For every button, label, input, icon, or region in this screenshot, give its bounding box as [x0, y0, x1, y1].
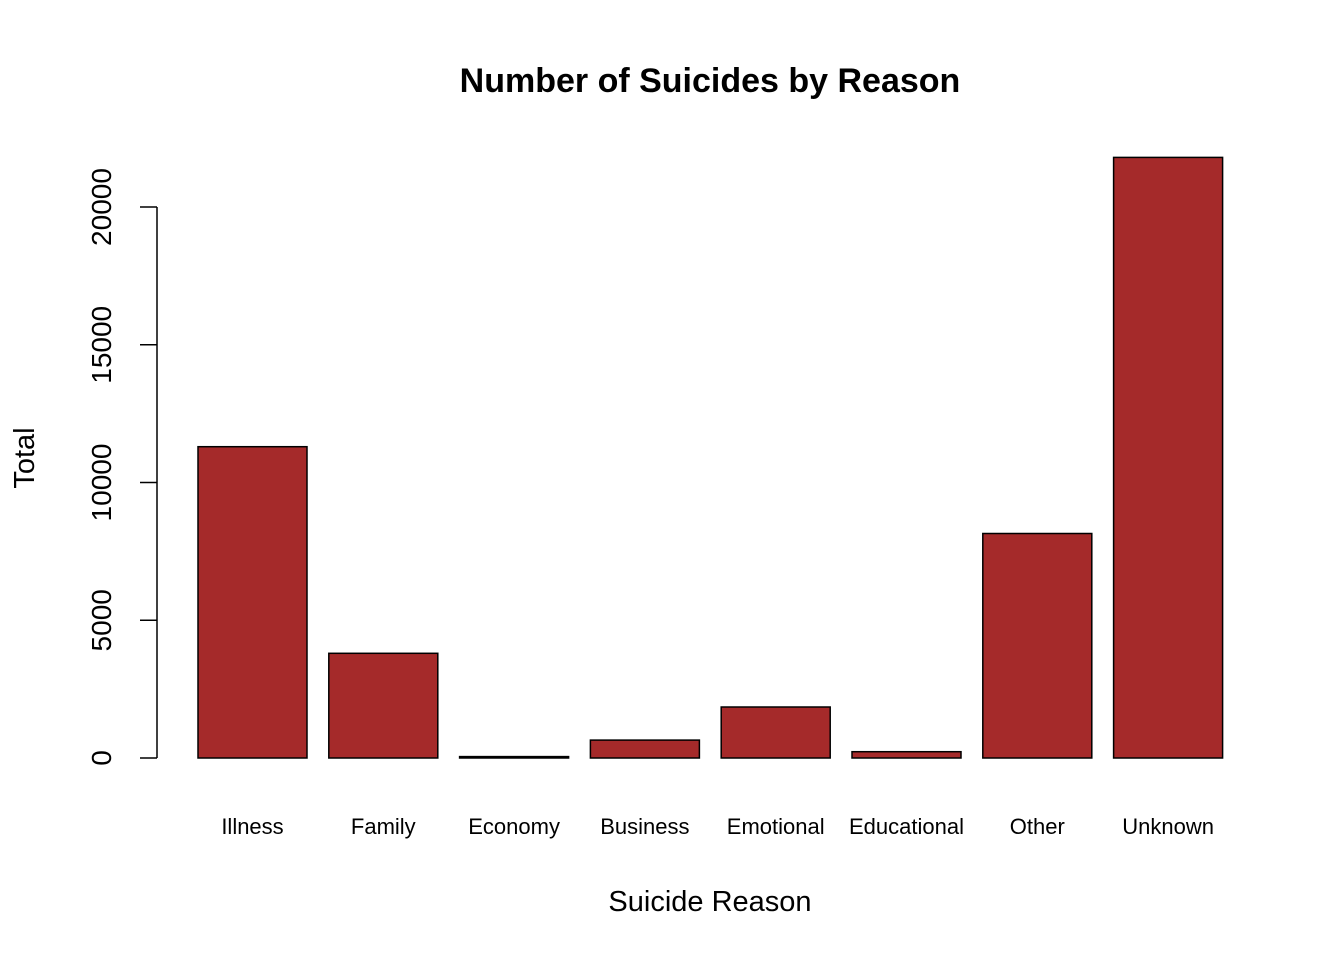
x-tick-label-economy: Economy — [468, 814, 560, 839]
y-tick-label: 0 — [86, 750, 117, 766]
chart-title: Number of Suicides by Reason — [460, 62, 961, 100]
y-tick-label: 10000 — [86, 444, 117, 522]
x-tick-label-illness: Illness — [221, 814, 283, 839]
x-category-labels: Illness Family Economy Business Emotional Edu… — [221, 814, 1214, 839]
bar-other — [982, 532, 1093, 759]
x-tick-label-educational: Educational — [849, 814, 964, 839]
x-tick-label-emotional: Emotional — [727, 814, 825, 839]
x-tick-label-business: Business — [600, 814, 689, 839]
bar-illness — [197, 445, 308, 759]
x-axis-label: Suicide Reason — [608, 886, 811, 918]
bar-business — [589, 739, 701, 759]
y-axis: 0 5000 10000 15000 20000 — [86, 168, 158, 766]
x-tick-label-unknown: Unknown — [1122, 814, 1214, 839]
x-tick-label-family: Family — [351, 814, 416, 839]
y-tick-label: 15000 — [86, 306, 117, 384]
x-tick-label-other: Other — [1010, 814, 1065, 839]
bars-layer — [197, 156, 1224, 759]
y-tick-label: 5000 — [86, 589, 117, 651]
bar-emotional — [720, 706, 831, 759]
y-tick-label: 20000 — [86, 168, 117, 246]
bar-educational — [851, 750, 962, 759]
bar-economy — [458, 755, 570, 759]
y-axis-label: Total — [9, 427, 41, 488]
bar-unknown — [1112, 156, 1224, 759]
bar-family — [328, 652, 439, 759]
